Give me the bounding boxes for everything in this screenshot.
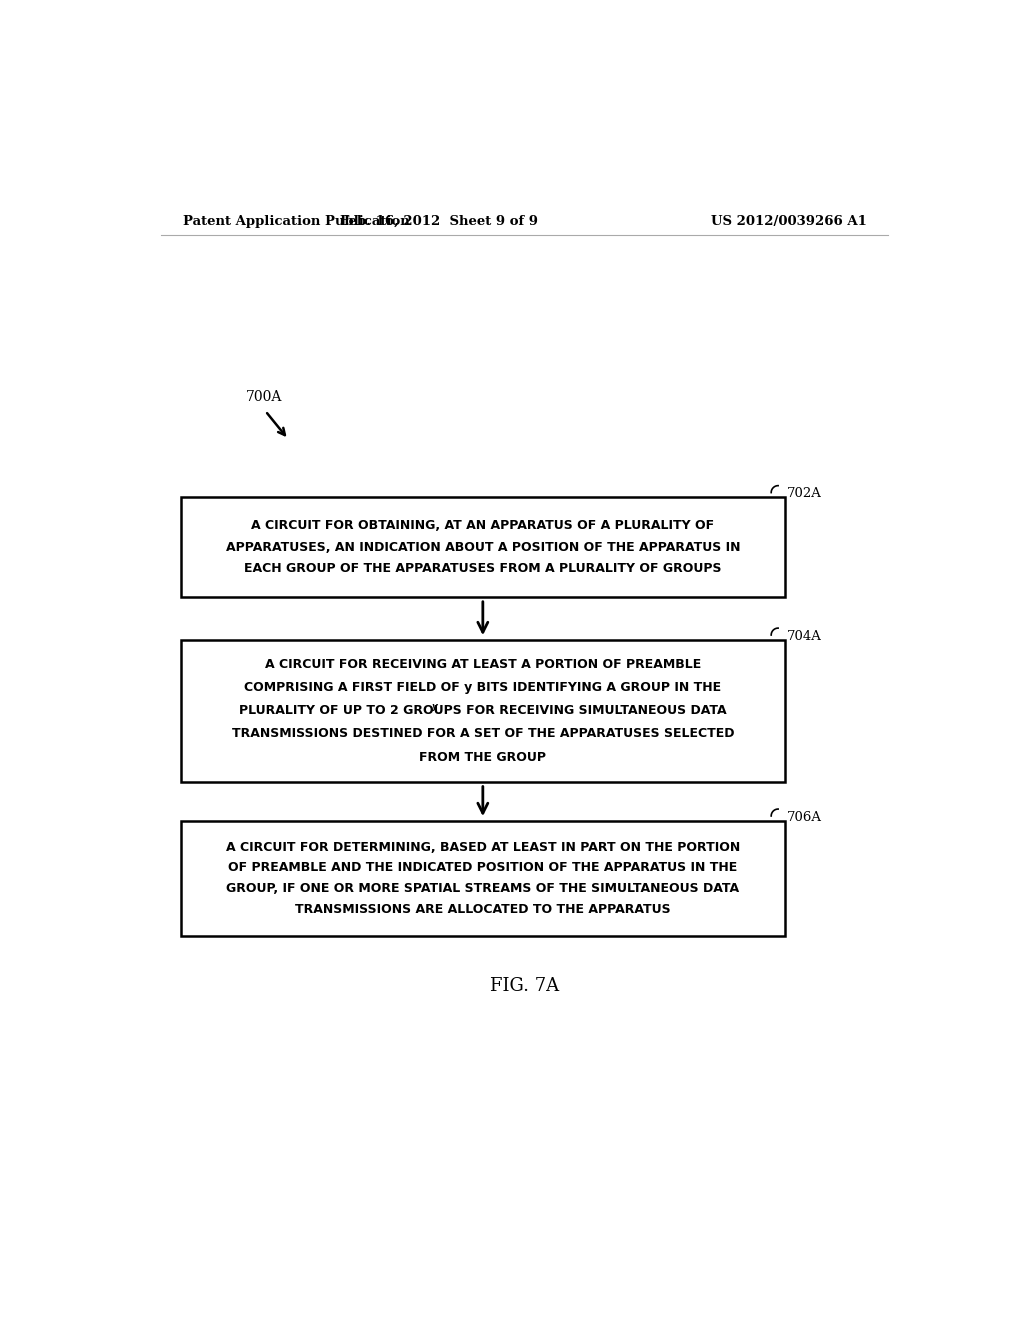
Text: GROUP, IF ONE OR MORE SPATIAL STREAMS OF THE SIMULTANEOUS DATA: GROUP, IF ONE OR MORE SPATIAL STREAMS OF… — [226, 882, 739, 895]
Text: COMPRISING A FIRST FIELD OF y BITS IDENTIFYING A GROUP IN THE: COMPRISING A FIRST FIELD OF y BITS IDENT… — [245, 681, 721, 694]
Text: FROM THE GROUP: FROM THE GROUP — [420, 751, 547, 763]
Text: y: y — [432, 702, 437, 710]
Text: Feb. 16, 2012  Sheet 9 of 9: Feb. 16, 2012 Sheet 9 of 9 — [340, 215, 538, 228]
Text: TRANSMISSIONS ARE ALLOCATED TO THE APPARATUS: TRANSMISSIONS ARE ALLOCATED TO THE APPAR… — [295, 903, 671, 916]
Text: A CIRCUIT FOR DETERMINING, BASED AT LEAST IN PART ON THE PORTION: A CIRCUIT FOR DETERMINING, BASED AT LEAS… — [225, 841, 740, 854]
Text: TRANSMISSIONS DESTINED FOR A SET OF THE APPARATUSES SELECTED: TRANSMISSIONS DESTINED FOR A SET OF THE … — [231, 727, 734, 741]
Bar — [180, 640, 785, 781]
Text: Patent Application Publication: Patent Application Publication — [183, 215, 410, 228]
Text: 702A: 702A — [786, 487, 821, 500]
Text: 706A: 706A — [786, 810, 821, 824]
Text: APPARATUSES, AN INDICATION ABOUT A POSITION OF THE APPARATUS IN: APPARATUSES, AN INDICATION ABOUT A POSIT… — [225, 541, 740, 554]
Text: PLURALITY OF UP TO 2 GROUPS FOR RECEIVING SIMULTANEOUS DATA: PLURALITY OF UP TO 2 GROUPS FOR RECEIVIN… — [239, 705, 727, 717]
Bar — [180, 498, 785, 598]
Text: OF PREAMBLE AND THE INDICATED POSITION OF THE APPARATUS IN THE: OF PREAMBLE AND THE INDICATED POSITION O… — [228, 862, 737, 874]
Text: FIG. 7A: FIG. 7A — [490, 977, 559, 995]
Text: A CIRCUIT FOR OBTAINING, AT AN APPARATUS OF A PLURALITY OF: A CIRCUIT FOR OBTAINING, AT AN APPARATUS… — [251, 519, 715, 532]
Text: A CIRCUIT FOR RECEIVING AT LEAST A PORTION OF PREAMBLE: A CIRCUIT FOR RECEIVING AT LEAST A PORTI… — [265, 659, 701, 671]
Text: 704A: 704A — [786, 630, 821, 643]
Text: EACH GROUP OF THE APPARATUSES FROM A PLURALITY OF GROUPS: EACH GROUP OF THE APPARATUSES FROM A PLU… — [244, 562, 722, 576]
Text: 700A: 700A — [246, 391, 283, 404]
Bar — [180, 821, 785, 936]
Text: US 2012/0039266 A1: US 2012/0039266 A1 — [711, 215, 866, 228]
